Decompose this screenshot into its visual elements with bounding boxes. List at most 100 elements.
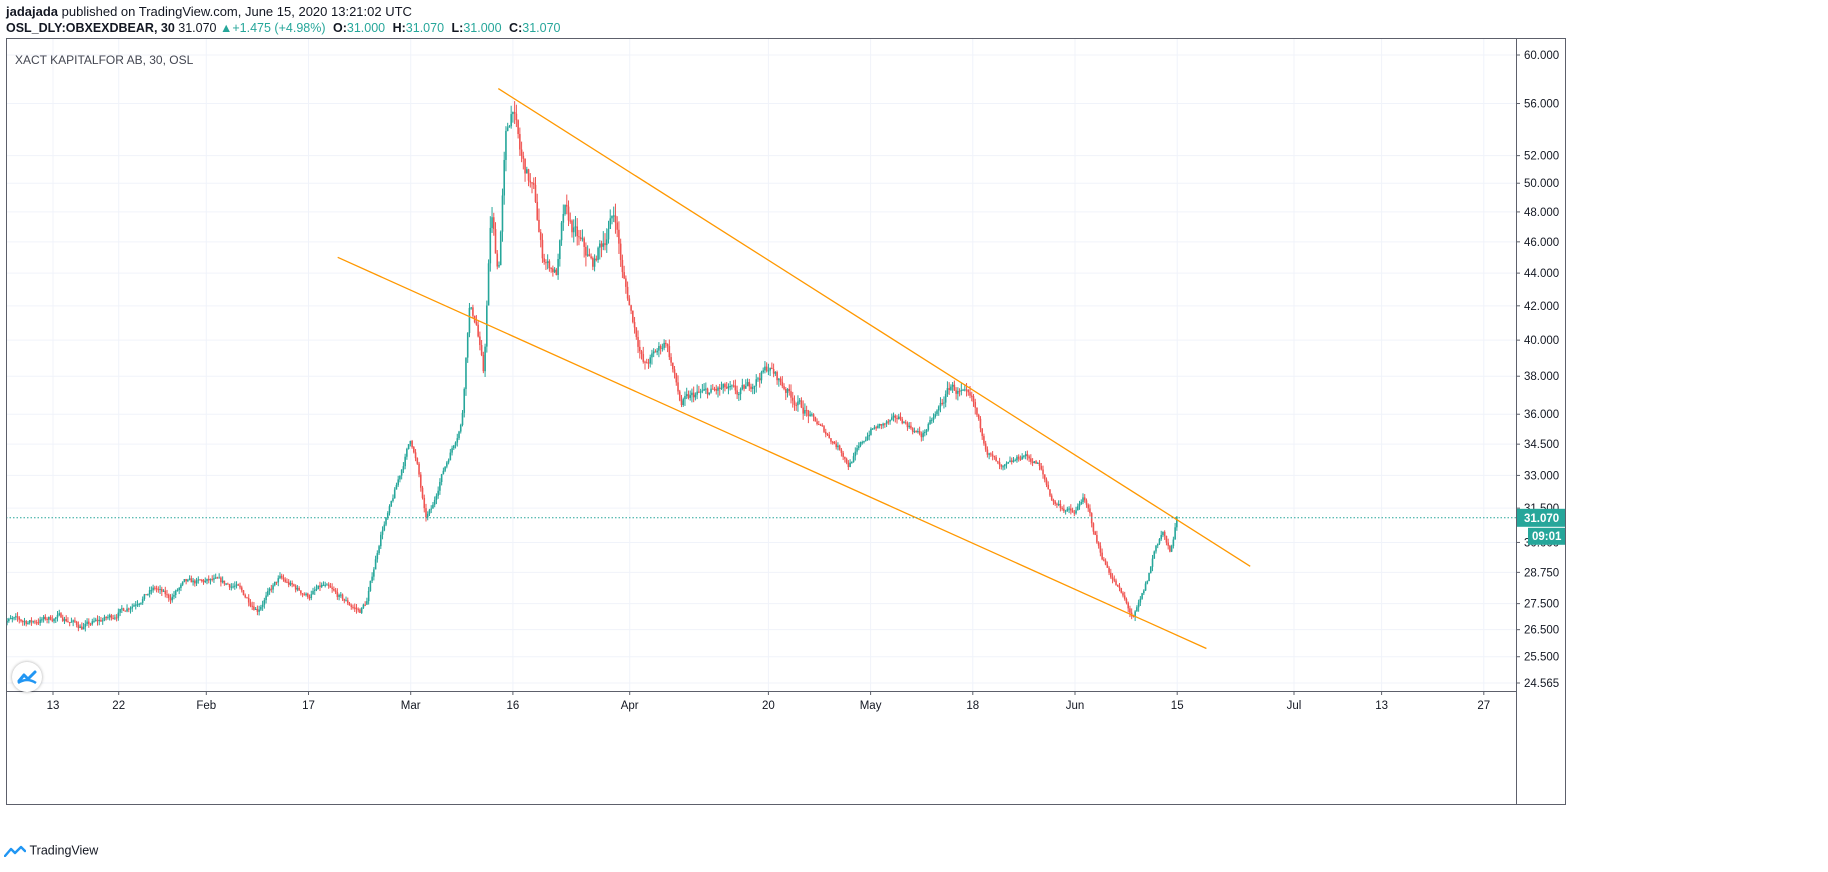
candle-body <box>899 416 902 420</box>
candle-body <box>353 607 356 609</box>
candle-body <box>510 114 512 127</box>
candle-body <box>21 621 24 623</box>
candle-body <box>268 588 271 591</box>
candle-body <box>329 586 332 588</box>
candle-body <box>1167 542 1169 546</box>
open-label: O: <box>332 21 347 35</box>
candle-body <box>188 578 191 580</box>
candle-body <box>934 414 937 418</box>
tradingview-logo-button[interactable] <box>12 662 42 692</box>
candle-body <box>77 624 80 629</box>
candle-body <box>369 580 372 591</box>
candle-body <box>515 113 518 121</box>
candle-body <box>477 324 479 337</box>
price-axis[interactable]: 60.000 56.000 52.000 50.000 48.000 46.000 44.0… <box>1516 50 1559 690</box>
candle-body <box>696 391 698 395</box>
trendlines[interactable] <box>337 88 1251 650</box>
candle-body <box>995 457 997 462</box>
footer-brand[interactable]: TradingView <box>3 843 98 858</box>
last-value: 31.070 <box>178 21 217 35</box>
candle-body <box>833 441 836 444</box>
price-tick-label: 52.000 <box>1524 151 1559 163</box>
candle-body <box>741 385 744 390</box>
chart-canvas[interactable]: 60.000 56.000 52.000 50.000 48.000 46.000 44.0… <box>6 38 1566 805</box>
high-label: H: <box>392 21 406 35</box>
publisher-line: jadajada published on TradingView.com, J… <box>6 4 412 19</box>
candle-body <box>920 433 923 438</box>
candle-body <box>484 346 486 372</box>
candle-body <box>16 616 19 618</box>
candle-body <box>392 498 394 502</box>
candle-body <box>748 382 751 387</box>
candle-body <box>1050 495 1053 500</box>
candle-body <box>891 417 893 420</box>
candle-body <box>1021 456 1023 460</box>
candle-body <box>258 609 260 612</box>
candle-body <box>731 385 733 387</box>
candle-body <box>362 604 365 608</box>
candle-body <box>89 623 92 625</box>
candle-body <box>435 495 438 500</box>
candle-body <box>993 455 996 458</box>
candle-body <box>402 466 405 470</box>
candle-body <box>852 456 855 463</box>
candle-body <box>1125 598 1128 603</box>
time-axis[interactable]: 13 22 Feb 17 Mar 16 Apr 20 May 18 Jun 15 Jul 13 27 <box>47 691 1491 712</box>
candle-body <box>437 490 439 496</box>
candle-body <box>234 585 236 587</box>
candle-body <box>1059 503 1062 508</box>
candle-body <box>173 594 175 597</box>
candle-body <box>658 346 660 351</box>
candle-body <box>1023 455 1025 457</box>
candle-body <box>254 608 257 610</box>
candle-body <box>367 590 370 602</box>
candle-body <box>779 378 782 382</box>
time-tick-label: Jul <box>1287 700 1302 712</box>
candle-body <box>23 621 26 623</box>
candle-body <box>167 594 170 599</box>
candle-body <box>607 229 610 240</box>
candle-body <box>307 593 309 598</box>
candle-body <box>1068 508 1070 510</box>
candle-body <box>414 452 417 459</box>
candle-body <box>1160 534 1163 540</box>
price-tick-label: 27.500 <box>1524 599 1559 611</box>
candle-body <box>863 441 865 443</box>
candle-body <box>579 237 582 239</box>
candle-body <box>232 586 234 588</box>
candle-body <box>821 425 824 427</box>
candle-body <box>583 238 585 247</box>
candle-body <box>710 388 712 393</box>
candle-body <box>684 396 686 400</box>
candle-body <box>161 589 163 592</box>
candle-body <box>626 286 629 299</box>
candle-body <box>346 600 349 604</box>
candle-body <box>976 407 978 415</box>
time-tick-label: 18 <box>966 700 979 712</box>
candles <box>6 101 1178 632</box>
candle-body <box>936 410 938 415</box>
candle-body <box>322 584 325 586</box>
candle-body <box>319 585 321 587</box>
candle-body <box>199 579 201 581</box>
candle-body <box>897 416 900 420</box>
candle-body <box>298 587 300 591</box>
candle-body <box>439 482 441 491</box>
candle-body <box>34 621 36 623</box>
time-tick-label: 13 <box>47 700 60 712</box>
candle-body <box>517 120 519 135</box>
candle-body <box>1106 564 1109 568</box>
candle-body <box>854 451 857 457</box>
candle-body <box>54 617 57 619</box>
candle-body <box>411 440 413 448</box>
candle-body <box>778 378 780 381</box>
candle-body <box>223 580 226 584</box>
candle-body <box>887 421 890 423</box>
candle-body <box>602 243 605 247</box>
candle-body <box>162 590 165 592</box>
candle-body <box>425 508 427 518</box>
candle-body <box>519 134 521 150</box>
candle-body <box>546 261 549 263</box>
candle-body <box>1104 560 1107 565</box>
candle-body <box>407 444 410 450</box>
